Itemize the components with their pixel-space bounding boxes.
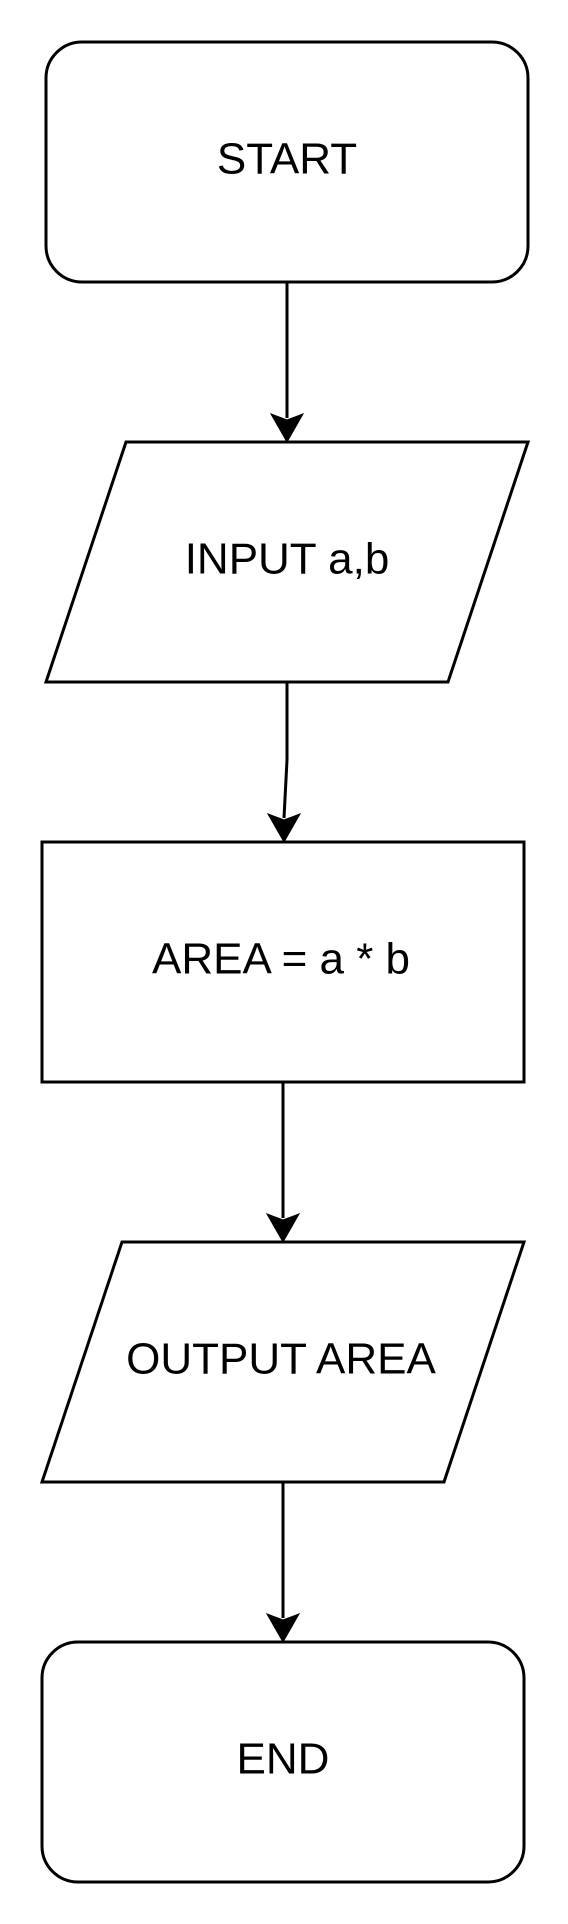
input-node-shape bbox=[43, 440, 531, 684]
end-node: END bbox=[40, 1640, 526, 1884]
edge-output-to-end bbox=[265, 1482, 301, 1644]
edge-process-to-output bbox=[265, 1082, 301, 1244]
edge-process-to-output-arrowhead bbox=[265, 1213, 301, 1244]
edge-output-to-end-arrowhead bbox=[265, 1613, 301, 1644]
output-node-label: OUTPUT AREA bbox=[126, 1335, 436, 1384]
output-node: OUTPUT AREA bbox=[39, 1240, 527, 1484]
process-node: AREA = a * b bbox=[40, 840, 526, 1084]
edge-input-to-process bbox=[266, 682, 302, 844]
end-node-label: END bbox=[237, 1735, 330, 1784]
edge-input-to-process-arrowhead bbox=[266, 813, 302, 844]
process-node-label: AREA = a * b bbox=[152, 935, 410, 984]
input-node: INPUT a,b bbox=[43, 440, 531, 684]
edge-start-to-input bbox=[269, 282, 305, 444]
end-node-shape bbox=[40, 1640, 526, 1884]
output-node-shape bbox=[39, 1240, 527, 1484]
edge-start-to-input-arrowhead bbox=[269, 413, 305, 444]
start-node: START bbox=[44, 40, 530, 284]
start-node-label: START bbox=[217, 135, 357, 184]
input-node-label: INPUT a,b bbox=[185, 535, 390, 584]
process-node-shape bbox=[40, 840, 526, 1084]
edge-input-to-process-line bbox=[282, 682, 289, 819]
